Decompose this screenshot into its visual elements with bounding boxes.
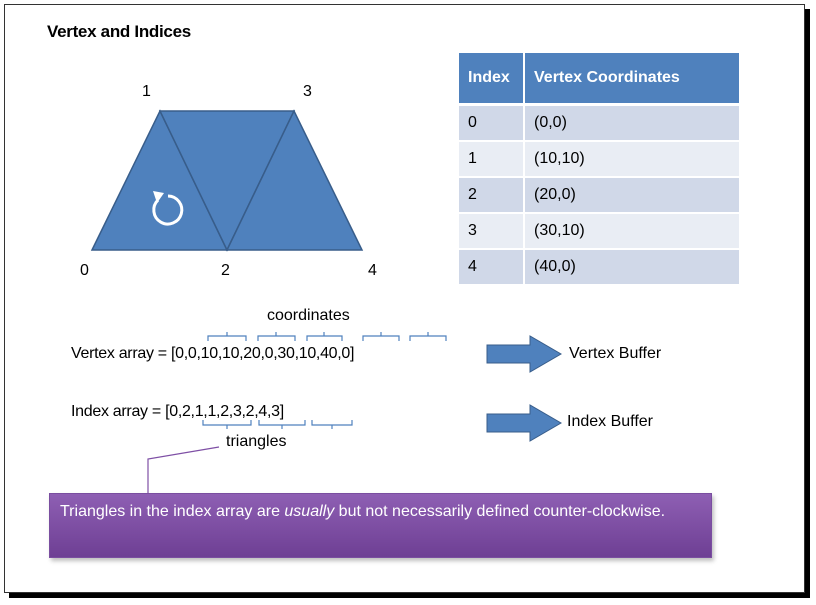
table-cell: (10,10) (525, 142, 739, 178)
callout-connector (147, 446, 220, 493)
table-header: Index (459, 53, 525, 106)
table-cell: 1 (459, 142, 525, 178)
vertex-buffer-arrow-icon (486, 335, 562, 373)
table-row: 0 (0,0) (459, 106, 739, 142)
index-buffer-label: Index Buffer (567, 413, 653, 430)
trapezoid-diagram (90, 109, 562, 493)
table-row: 1 (10,10) (459, 142, 739, 178)
vertex-label-2: 2 (221, 262, 230, 279)
table-cell: (40,0) (525, 250, 739, 286)
table-header-row: Index Vertex Coordinates (459, 53, 739, 106)
note-callout: Triangles in the index array are usually… (49, 493, 712, 558)
triangle-braces (202, 420, 353, 429)
table-row: 3 (30,10) (459, 214, 739, 250)
table-cell: 0 (459, 106, 525, 142)
slide-title: Vertex and Indices (47, 22, 191, 41)
counter-clockwise-arrow-icon (152, 191, 184, 226)
table-cell: 4 (459, 250, 525, 286)
table-row: 4 (40,0) (459, 250, 739, 286)
vertex-label-1: 1 (142, 83, 151, 100)
table-cell: (30,10) (525, 214, 739, 250)
callout-emphasis: usually (284, 503, 335, 520)
table-cell: 2 (459, 178, 525, 214)
vertex-buffer-label: Vertex Buffer (569, 345, 662, 362)
coordinate-braces (207, 332, 447, 341)
vertex-label-3: 3 (303, 83, 312, 100)
vertex-label-0: 0 (80, 262, 89, 279)
table-header: Vertex Coordinates (525, 53, 739, 106)
triangle-2-4-3 (225, 109, 364, 251)
index-buffer-arrow-icon (486, 404, 562, 442)
vertex-array-text: Vertex array = [0,0,10,10,20,0,30,10,40,… (71, 345, 355, 362)
index-array-text: Index array = [0,2,1,1,2,3,2,4,3] (71, 403, 284, 420)
vertex-label-4: 4 (368, 262, 377, 279)
coordinates-label: coordinates (267, 307, 350, 324)
vertex-table: Index Vertex Coordinates 0 (0,0) 1 (10,1… (459, 53, 739, 286)
table-cell: 3 (459, 214, 525, 250)
table-cell: (20,0) (525, 178, 739, 214)
table-row: 2 (20,0) (459, 178, 739, 214)
callout-text-after: but not necessarily defined counter-cloc… (334, 503, 666, 520)
slide: Vertex and Indices 1 (4, 4, 805, 593)
callout-text-before: Triangles in the index array are (60, 503, 285, 520)
triangles-label: triangles (226, 433, 287, 450)
table-cell: (0,0) (525, 106, 739, 142)
